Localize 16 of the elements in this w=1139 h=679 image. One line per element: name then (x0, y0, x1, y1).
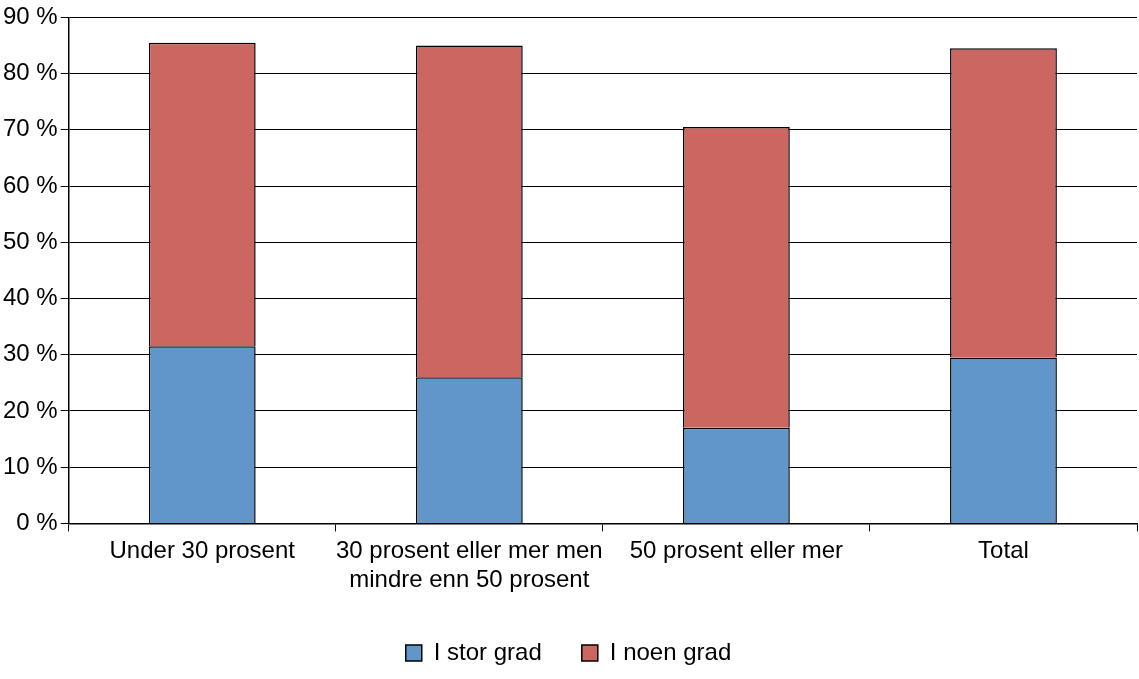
y-tick-label: 30 % (3, 339, 58, 367)
legend-label: I stor grad (433, 637, 542, 665)
y-tick-label: 10 % (3, 451, 58, 479)
y-tick-label: 20 % (3, 395, 58, 423)
y-tick-label: 40 % (3, 283, 58, 311)
y-tick-label: 90 % (3, 2, 58, 30)
y-tick-label: 60 % (3, 170, 58, 198)
x-tick-label: Total (978, 536, 1029, 564)
legend-label: I noen grad (609, 637, 732, 665)
x-tick-label: Under 30 prosent (109, 536, 296, 564)
x-tick-label: 50 prosent eller mer (629, 536, 844, 564)
x-tick-label: 30 prosent eller mer men mindre enn 50 prosent (335, 536, 603, 593)
y-tick-label: 50 % (3, 226, 58, 254)
y-tick-label: 0 % (16, 508, 58, 536)
y-tick-label: 70 % (3, 114, 58, 142)
y-tick-label: 80 % (3, 58, 58, 86)
